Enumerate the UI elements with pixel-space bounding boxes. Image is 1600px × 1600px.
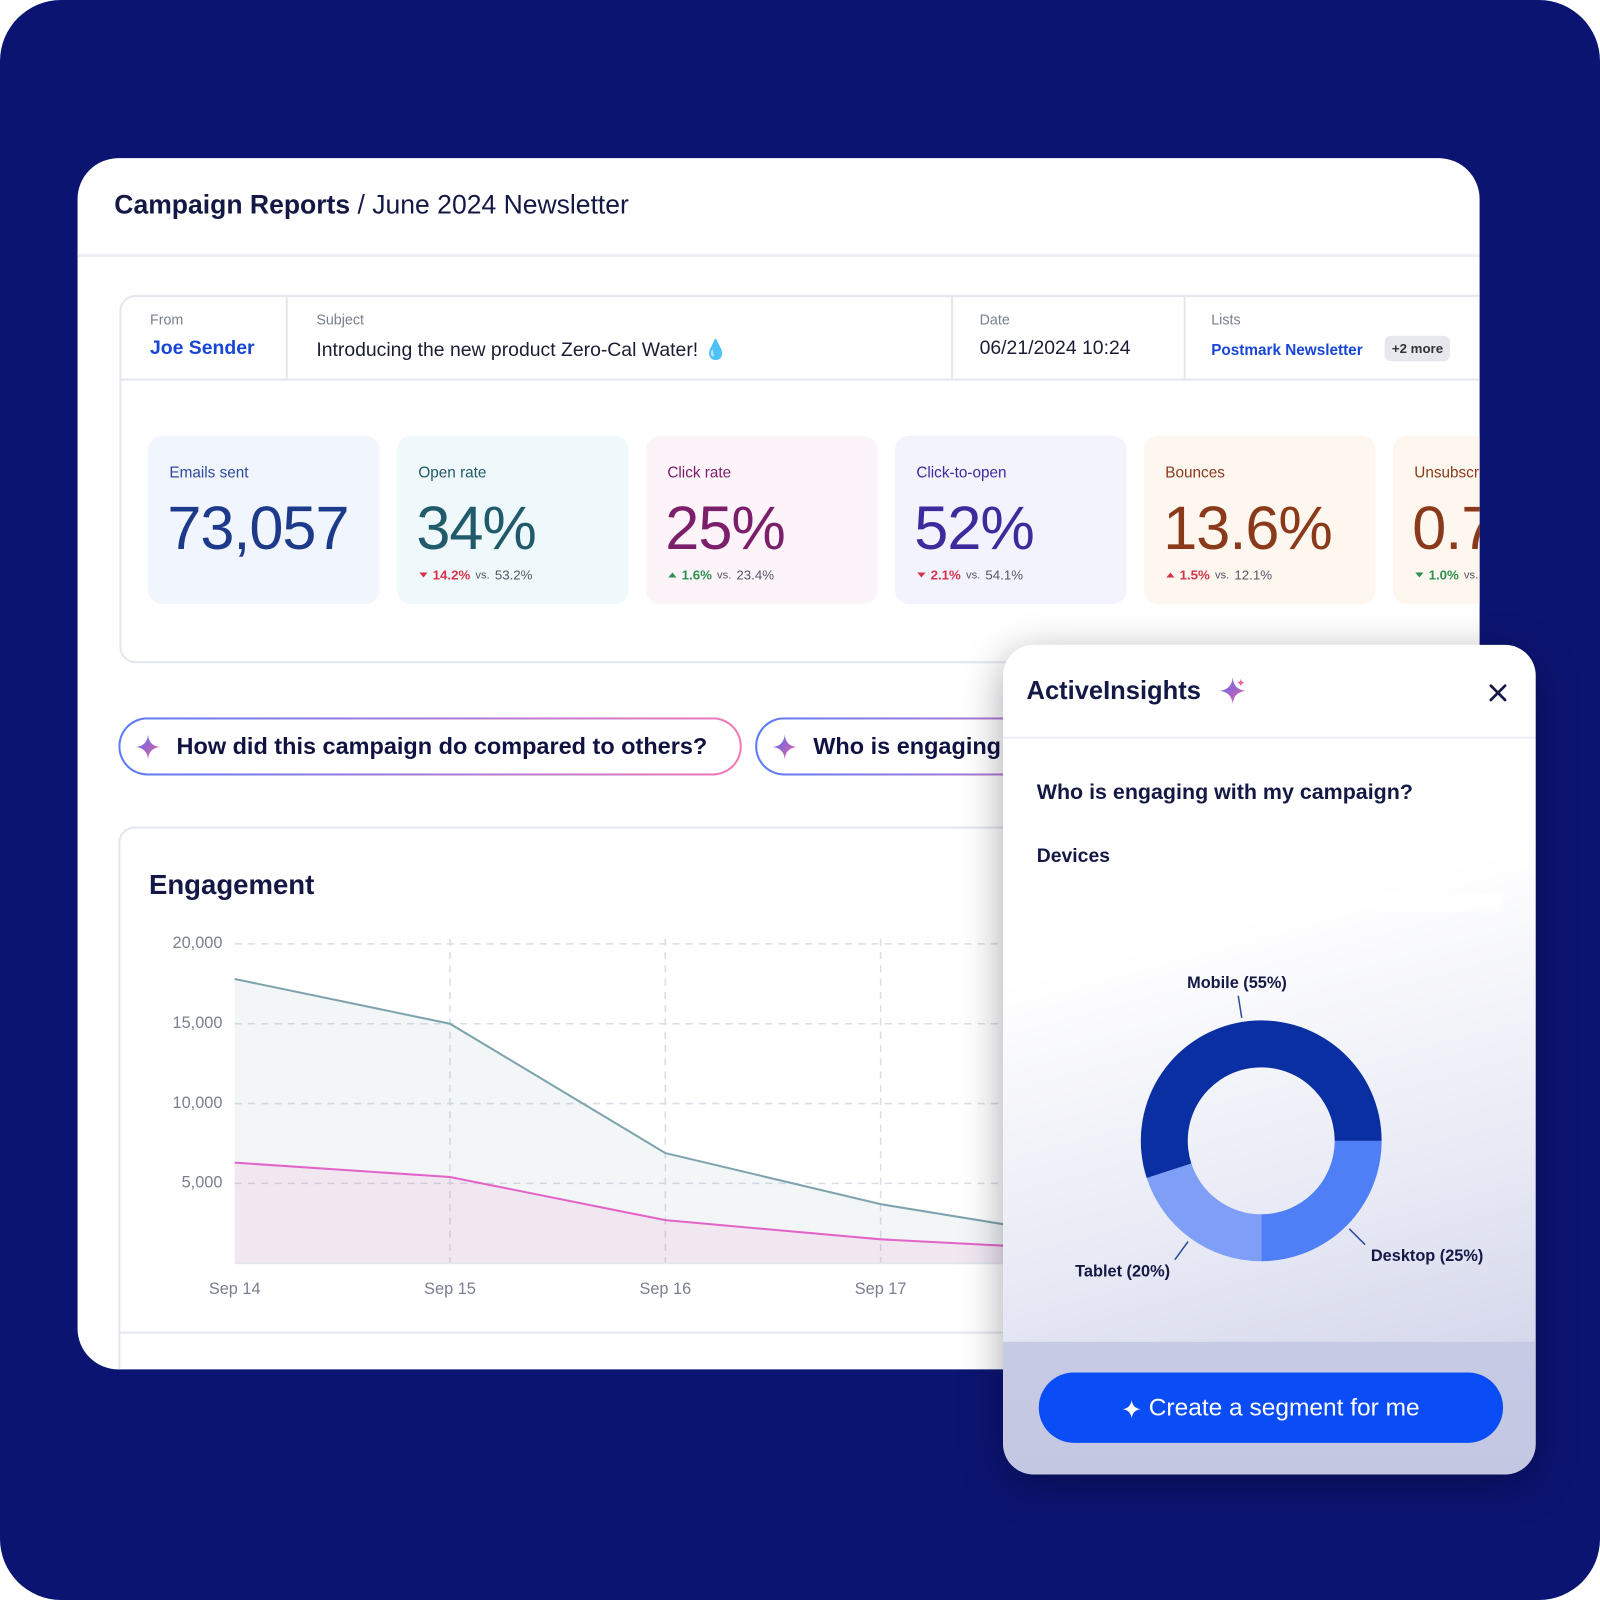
subject-value: Introducing the new product Zero-Cal Wat… [316,339,728,362]
change-value: 14.2% [432,567,471,583]
benchmark: 23.4% [736,567,775,583]
metric-card: Bounces 13.6% 1.5% vs. 12.1% [1143,435,1376,605]
donut-segment [1140,1020,1382,1179]
metric-label: Click-to-open [916,464,1007,482]
devices-chart: Desktop (25%) Tablet (20%) Mobile (55%) [1075,974,1483,1281]
metric-label: Unsubscribes [1414,464,1479,482]
change-value: 1.0% [1428,567,1459,583]
chart-title: Engagement [148,869,315,900]
metric-value: 25% [665,493,786,563]
sparkle-icon [772,734,797,760]
benchmark: 12.1% [1234,567,1273,583]
metric-label: Click rate [667,464,732,482]
leader-line [1348,1228,1366,1246]
lists-label: Lists [1211,311,1241,328]
placeholder-bar [1040,892,1504,912]
sparkle-icon [1122,1399,1141,1419]
metric-label: Emails sent [169,464,249,482]
metric-card: Unsubscribes 0.7% 1.0% vs. [1392,435,1480,605]
divider [1183,296,1186,379]
suggestion-pill[interactable]: How did this campaign do compared to oth… [118,717,741,775]
metric-change: 1.0% vs. [1415,566,1479,583]
metrics: Emails sent 73,057 Open rate 34% 14.2% vs. 53.… [147,435,1480,609]
breadcrumb: Campaign Reports / June 2024 Newsletter [114,189,629,221]
date-label: Date [979,311,1010,328]
trend-arrow [419,572,428,578]
trend-arrow [1415,572,1424,578]
donut-label: Mobile (55%) [1187,974,1287,992]
divider [120,1331,1480,1334]
metric-change: 1.5% vs. 12.1% [1166,566,1277,583]
divider [951,296,954,379]
from-value[interactable]: Joe Sender [149,337,255,360]
subject-label: Subject [316,311,364,328]
metric-card: Emails sent 73,057 [147,435,380,605]
vs-label: vs. [1214,568,1230,582]
donut-segment [1261,1140,1382,1262]
metric-value: 52% [914,493,1035,563]
date-value: 06/21/2024 10:24 [979,337,1131,360]
sparkle-icon [1219,677,1246,705]
trend-arrow [668,572,677,578]
metric-change: 14.2% vs. 53.2% [419,566,537,583]
change-value: 2.1% [930,567,961,583]
lists-value[interactable]: Postmark Newsletter [1211,341,1363,360]
metric-value: 73,057 [167,493,349,563]
vs-label: vs. [1463,568,1479,582]
vs-label: vs. [475,568,490,582]
question: Who is engaging with my campaign? [1036,780,1413,805]
metric-change: 2.1% vs. 54.1% [917,566,1028,583]
divider [285,296,288,379]
vs-label: vs. [965,568,981,582]
more-lists-chip[interactable]: +2 more [1384,335,1451,362]
suggestion-text: How did this campaign do compared to oth… [176,732,708,760]
divider [121,378,1480,381]
divider [1003,736,1536,739]
metric-value: 0.7% [1412,493,1479,563]
campaign-details: From Joe Sender Subject Introducing the … [119,294,1480,664]
metric-label: Bounces [1165,464,1225,482]
benchmark: 54.1% [985,567,1024,583]
donut-label: Desktop (25%) [1371,1247,1483,1265]
metric-card: Open rate 34% 14.2% vs. 53.2% [396,435,629,605]
change-value: 1.5% [1179,567,1210,583]
leader-line [1174,1241,1189,1261]
benchmark: 53.2% [494,567,533,583]
insights-panel: ActiveInsights Who is engaging with my c… [1003,644,1536,1475]
create-segment-button[interactable]: Create a segment for me [1038,1372,1504,1443]
panel-title: ActiveInsights [1026,676,1201,706]
close-button[interactable] [1487,682,1509,704]
button-label: Create a segment for me [1148,1393,1420,1422]
donut-segment [1146,1163,1262,1262]
sparkle-icon [135,734,161,760]
metric-value: 34% [416,493,537,563]
trend-arrow [917,572,926,578]
vs-label: vs. [716,568,732,582]
metric-change: 1.6% vs. 23.4% [668,566,779,583]
page-title: Campaign Reports [114,188,351,220]
metric-label: Open rate [418,464,487,482]
plot: Desktop (25%) Tablet (20%) Mobile (55%) [1075,974,1483,1281]
metric-card: Click rate 25% 1.6% vs. 23.4% [645,435,878,605]
page-subtitle: / June 2024 Newsletter [357,188,629,220]
chart-title: Devices [1036,845,1111,868]
metric-value: 13.6% [1163,493,1333,563]
from-label: From [149,311,184,328]
change-value: 1.6% [681,567,712,583]
leader-line [1237,995,1243,1018]
engagement-card: Engagement [118,826,1480,1370]
metric-card: Click-to-open 52% 2.1% vs. 54.1% [894,435,1127,605]
trend-arrow [1166,572,1175,578]
divider [77,254,1480,258]
donut-label: Tablet (20%) [1075,1263,1170,1281]
